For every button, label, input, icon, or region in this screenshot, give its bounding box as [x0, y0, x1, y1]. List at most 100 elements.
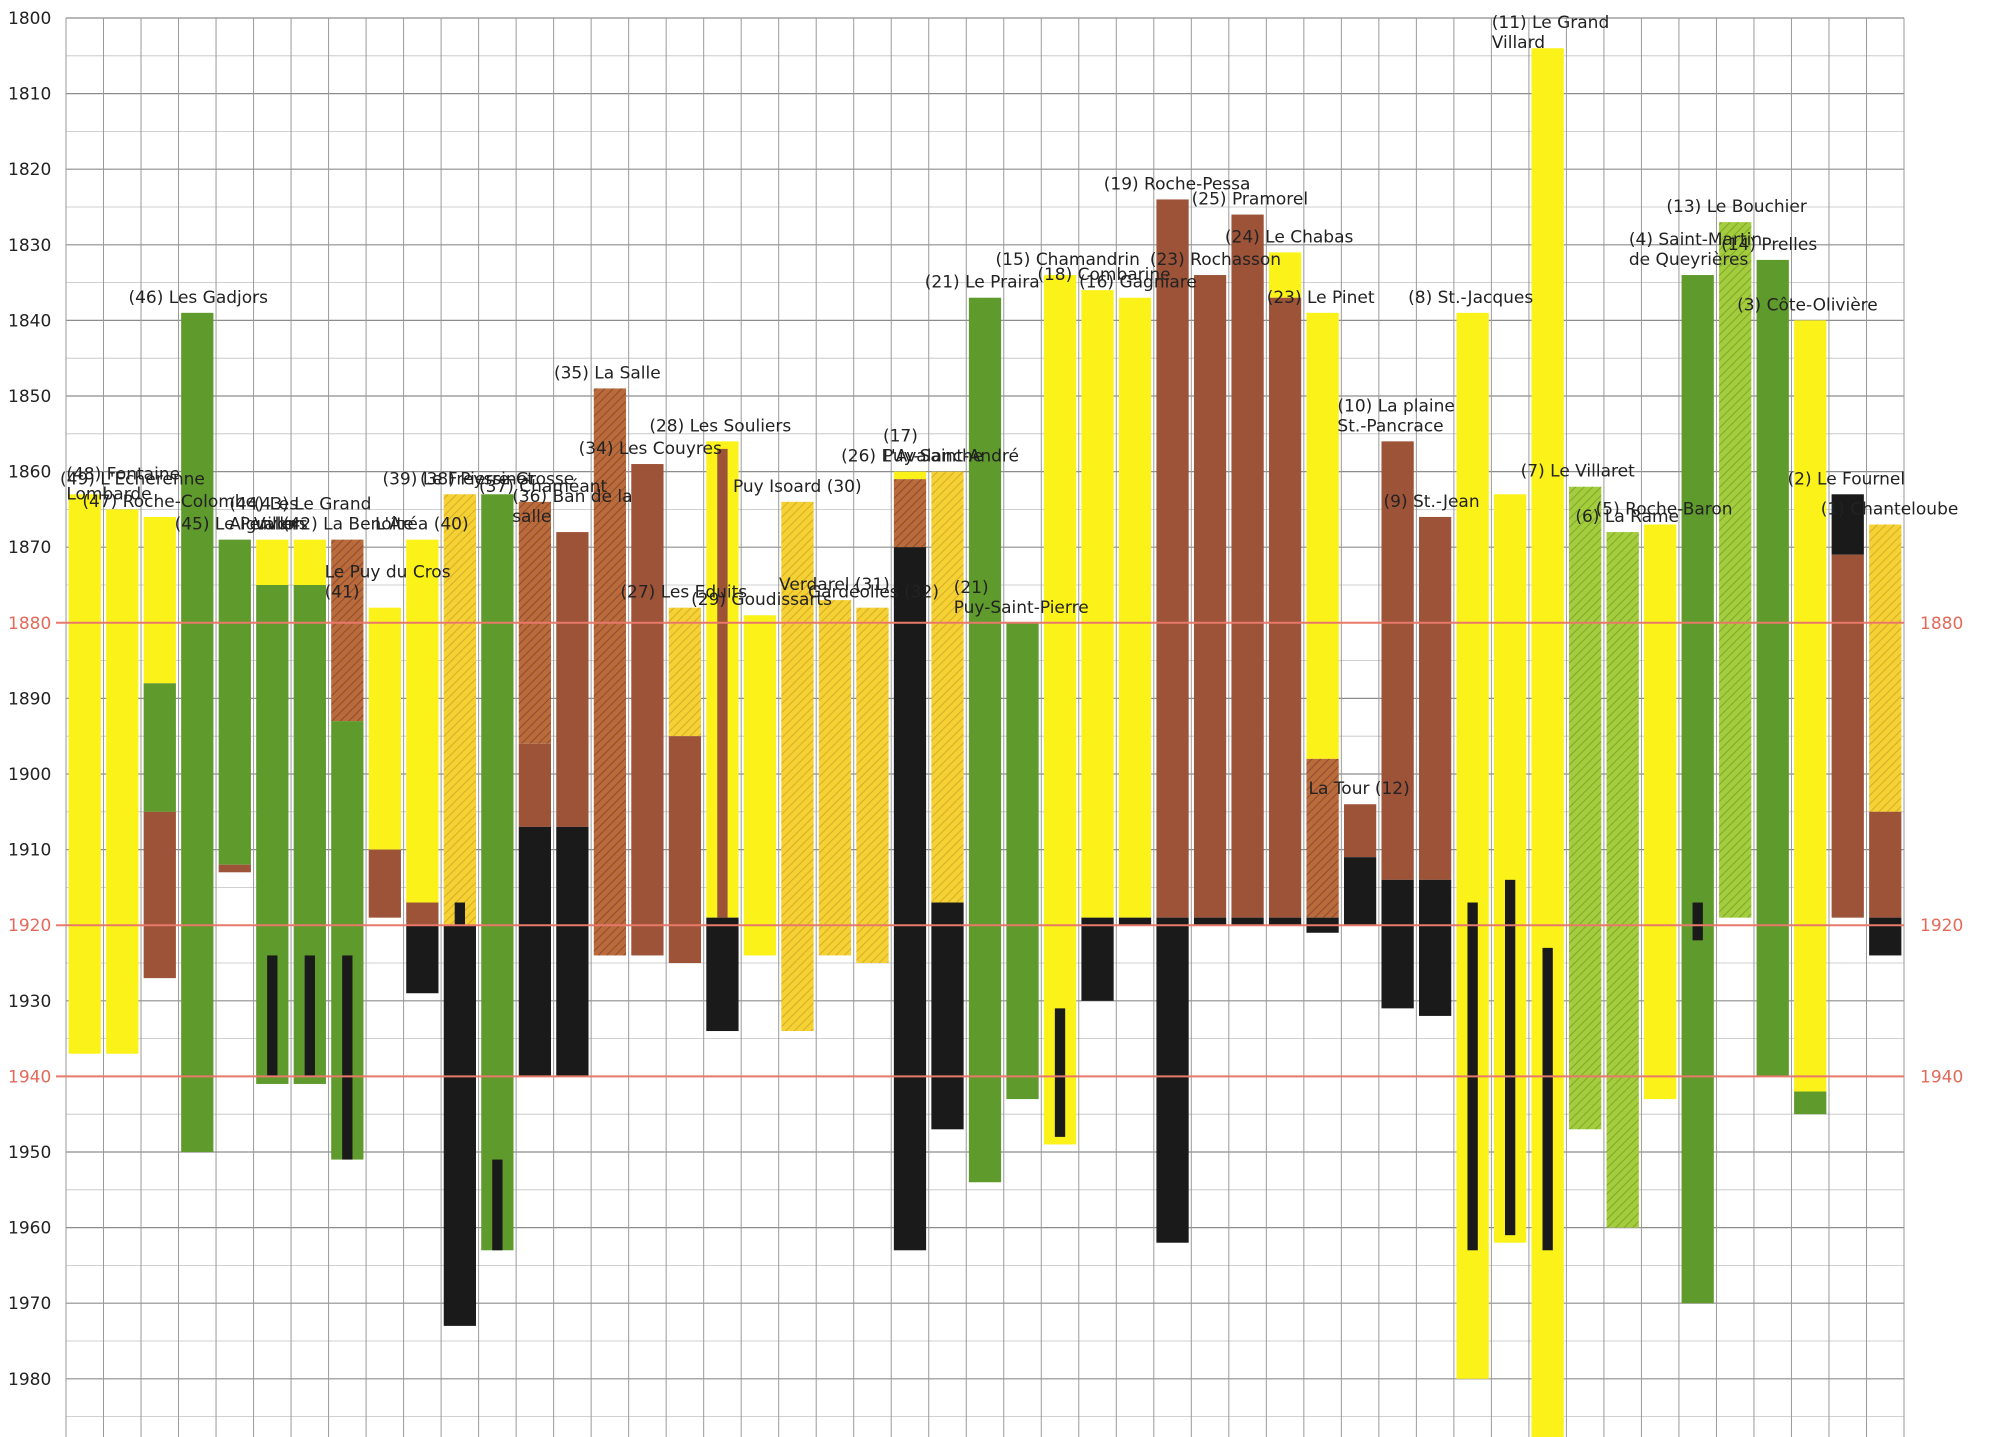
column-bar: [631, 464, 664, 956]
bar-segment: [717, 448, 728, 918]
bar-segment: [556, 826, 589, 1077]
column-bar: [1156, 199, 1189, 1243]
bar-segment: [1193, 275, 1227, 918]
bar-segment: [1193, 917, 1227, 926]
y-tick-label: 1910: [8, 841, 51, 861]
y-tick-label: 1920: [8, 916, 51, 936]
column-bar: [181, 312, 214, 1153]
column-label: Gardéolles (32): [808, 583, 939, 603]
column-bar: [1831, 494, 1864, 918]
bar-segment: [1306, 312, 1339, 759]
y-tick-label: 1890: [8, 689, 51, 709]
bar-segment: [492, 1159, 503, 1251]
bar-segment: [1504, 879, 1516, 1236]
column-label: (36) Ban de la salle: [512, 487, 632, 527]
column-label: (9) St.-Jean: [1384, 492, 1480, 512]
bar-segment: [1381, 879, 1414, 1009]
bars: [68, 48, 1902, 1437]
bar-segment: [368, 607, 401, 850]
column-bar: [893, 471, 927, 1251]
column-bar: [593, 388, 627, 956]
bar-segment: [1831, 494, 1864, 555]
column-label: (10) La plaine St.-Pancrace: [1337, 396, 1454, 436]
bar-segment: [1054, 1008, 1066, 1137]
bar-segment: [443, 494, 476, 926]
y-tick-label: 1860: [8, 463, 51, 483]
bar-segment: [1268, 297, 1302, 918]
y-tick-label: 1960: [8, 1219, 51, 1239]
column-label: (29) Goudissarts: [691, 590, 832, 610]
y-tick-label: 1900: [8, 765, 51, 785]
bar-segment: [1156, 917, 1189, 1243]
y-tick-label: 1820: [8, 160, 51, 180]
column-label: (46) Les Gadjors: [128, 288, 268, 308]
column-label: (45) Le Pervon: [175, 515, 299, 535]
column-label: (17) Puy-Saint-André: [883, 427, 1019, 467]
bar-segment: [454, 902, 466, 926]
bar-segment: [631, 464, 664, 956]
column-bar: [818, 600, 852, 956]
bar-segment: [1306, 758, 1339, 918]
column-label: (11) Le Grand Villard: [1492, 13, 1609, 53]
column-label: (35) La Salle: [554, 363, 661, 383]
column-bar: [1494, 494, 1527, 1243]
bar-segment: [1869, 925, 1902, 956]
bar-segment: [1719, 222, 1752, 918]
column-bar: [668, 607, 702, 963]
bar-segment: [1343, 857, 1377, 926]
column-bar: [331, 539, 364, 1160]
column-bar: [743, 615, 777, 956]
column-label: Verdarel (31): [779, 575, 890, 595]
reference-lines: 1880 1920 1940: [56, 614, 1963, 1087]
bar-segment: [1681, 275, 1714, 1304]
y-tick-label: 1980: [8, 1370, 51, 1390]
bar-segment: [218, 539, 251, 865]
bar-segment: [706, 917, 739, 1032]
bar-segment: [1542, 947, 1553, 1251]
bar-segment: [1418, 516, 1452, 880]
bar-segment: [1794, 1091, 1827, 1115]
column-bar: [1531, 48, 1564, 1437]
column-bar: [481, 494, 514, 1251]
bar-segment: [267, 955, 278, 1077]
bar-segment: [342, 955, 353, 1160]
y-tick-label: 1880: [8, 614, 51, 634]
bar-segment: [1869, 917, 1902, 926]
column-label: (23) Le Pinet: [1267, 288, 1375, 308]
column-label: (13) Le Bouchier: [1666, 197, 1806, 217]
column-label: (47) Roche-Colombe: [82, 492, 256, 512]
bar-segment: [556, 532, 589, 827]
column-bar: [256, 539, 289, 1084]
column-bar: [1381, 441, 1414, 1009]
bar-segment: [1569, 486, 1602, 1130]
column-bar: [68, 494, 101, 1054]
column-bar: [143, 516, 176, 979]
column-bar: [1794, 320, 1827, 1115]
column-label: (1) Chanteloube: [1821, 500, 1959, 520]
column-label: (5) Roche-Baron: [1596, 500, 1733, 520]
bar-segment: [1081, 917, 1114, 1001]
column-bar: [856, 607, 889, 963]
column-label: (19) Roche-Pessa: [1104, 174, 1251, 194]
bar-segment: [1156, 199, 1189, 918]
column-bar: [443, 494, 476, 1326]
bar-segment: [1118, 917, 1152, 926]
column-bar: [1081, 290, 1114, 1001]
bar-segment: [1081, 290, 1114, 918]
bar-segment: [218, 864, 251, 873]
column-bar: [1268, 252, 1302, 926]
column-label: (21) Puy-Saint-Pierre: [954, 578, 1089, 618]
bar-segment: [406, 539, 439, 903]
column-label: (7) Le Villaret: [1521, 462, 1635, 482]
column-label: (23) Rochasson: [1150, 250, 1281, 270]
bar-segment: [181, 312, 214, 1153]
bar-segment: [1268, 917, 1302, 926]
bar-segment: [1231, 917, 1264, 926]
column-bar: [556, 532, 589, 1077]
bar-segment: [1343, 804, 1377, 858]
bar-segment: [931, 471, 964, 903]
bar-segment: [1869, 811, 1902, 918]
column-label: (39) Le Freyssinet: [382, 469, 534, 489]
column-bar: [1343, 804, 1377, 926]
